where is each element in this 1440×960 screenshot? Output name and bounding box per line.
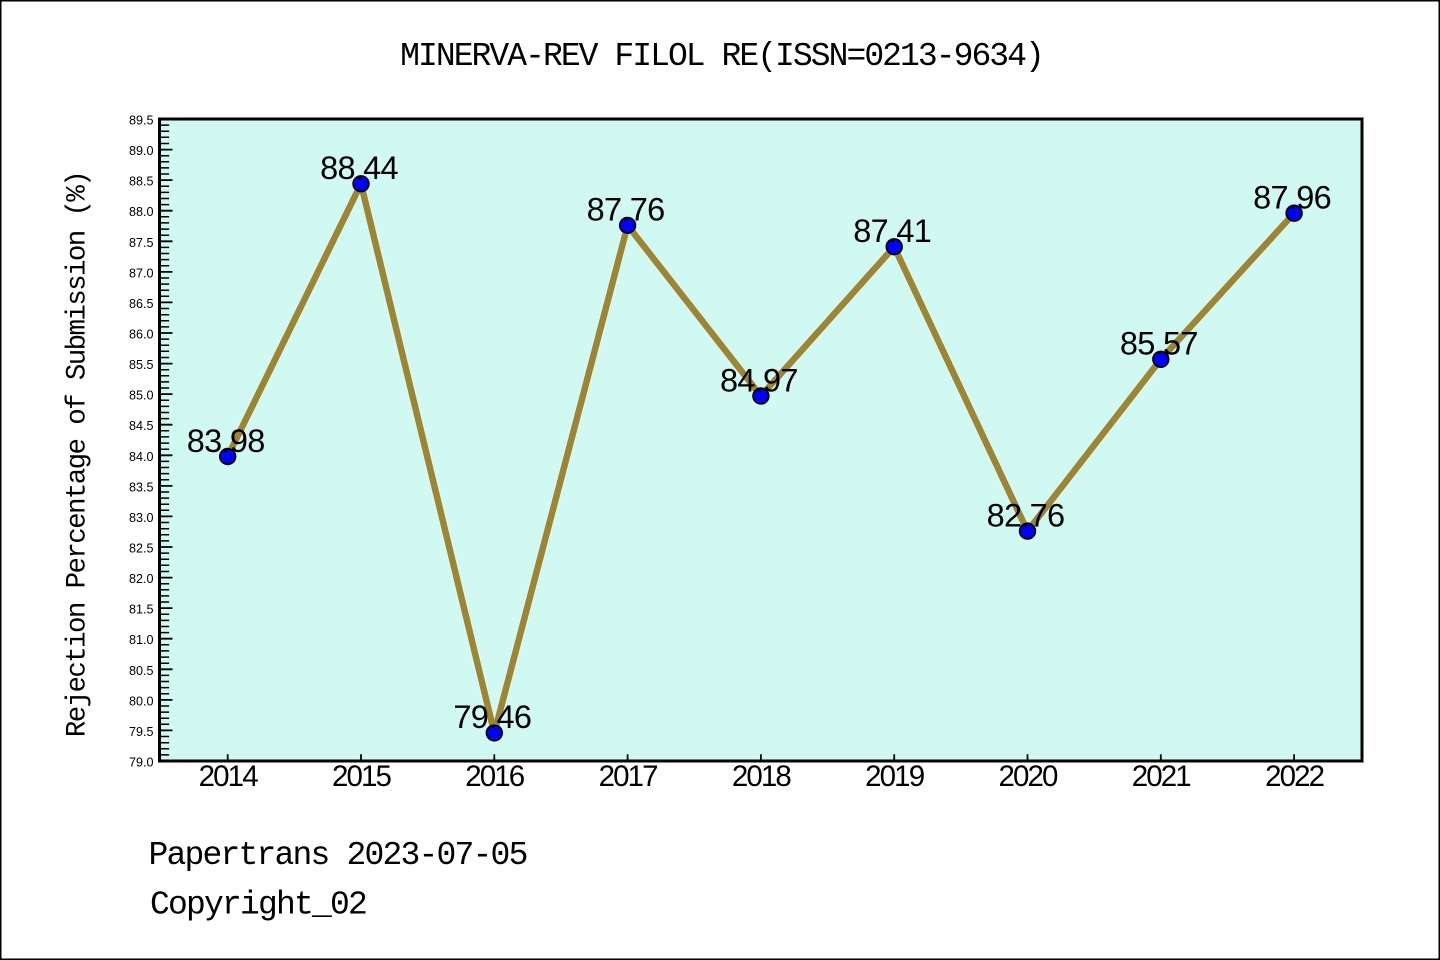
svg-text:87.76: 87.76 [587, 192, 665, 228]
svg-text:83.5: 83.5 [129, 480, 154, 494]
svg-text:2020: 2020 [998, 760, 1058, 793]
svg-text:88.0: 88.0 [129, 205, 154, 219]
svg-text:84.5: 84.5 [129, 419, 154, 433]
svg-text:85.5: 85.5 [129, 358, 154, 372]
svg-text:82.5: 82.5 [129, 542, 154, 556]
svg-text:2019: 2019 [865, 760, 925, 793]
svg-text:86.5: 86.5 [129, 297, 154, 311]
svg-text:81.0: 81.0 [129, 633, 154, 647]
svg-text:Rejection Percentage of Submis: Rejection Percentage of Submission (%) [63, 172, 94, 737]
svg-text:79.46: 79.46 [453, 699, 531, 735]
svg-text:85.0: 85.0 [129, 389, 154, 403]
svg-text:2015: 2015 [332, 760, 392, 793]
svg-text:2018: 2018 [732, 760, 792, 793]
svg-text:89.5: 89.5 [129, 114, 154, 128]
svg-text:81.5: 81.5 [129, 603, 154, 617]
svg-text:80.5: 80.5 [129, 664, 154, 678]
svg-text:80.0: 80.0 [129, 694, 154, 708]
svg-text:82.76: 82.76 [987, 497, 1065, 533]
svg-text:Papertrans 2023-07-05: Papertrans 2023-07-05 [149, 837, 527, 874]
svg-text:83.0: 83.0 [129, 511, 154, 525]
svg-text:88.5: 88.5 [129, 175, 154, 189]
svg-text:87.5: 87.5 [129, 236, 154, 250]
svg-text:2017: 2017 [599, 760, 658, 793]
svg-text:84.0: 84.0 [129, 450, 154, 464]
svg-text:89.0: 89.0 [129, 144, 154, 158]
svg-text:Copyright_02: Copyright_02 [150, 887, 366, 924]
svg-text:85.57: 85.57 [1120, 326, 1198, 362]
svg-text:2021: 2021 [1132, 760, 1191, 793]
svg-text:84.97: 84.97 [720, 362, 798, 398]
svg-text:86.0: 86.0 [129, 328, 154, 342]
svg-text:83.98: 83.98 [187, 423, 265, 459]
svg-text:2016: 2016 [465, 760, 525, 793]
svg-text:MINERVA-REV FILOL RE(ISSN=0213: MINERVA-REV FILOL RE(ISSN=0213-9634) [400, 38, 1043, 75]
svg-text:82.0: 82.0 [129, 572, 154, 586]
svg-text:79.5: 79.5 [129, 725, 154, 739]
svg-text:87.41: 87.41 [853, 213, 931, 249]
svg-text:79.0: 79.0 [129, 756, 154, 770]
svg-text:2022: 2022 [1265, 760, 1324, 793]
svg-text:87.0: 87.0 [129, 266, 154, 280]
svg-text:87.96: 87.96 [1253, 180, 1331, 216]
svg-text:2014: 2014 [199, 760, 259, 793]
svg-text:88.44: 88.44 [320, 150, 398, 186]
